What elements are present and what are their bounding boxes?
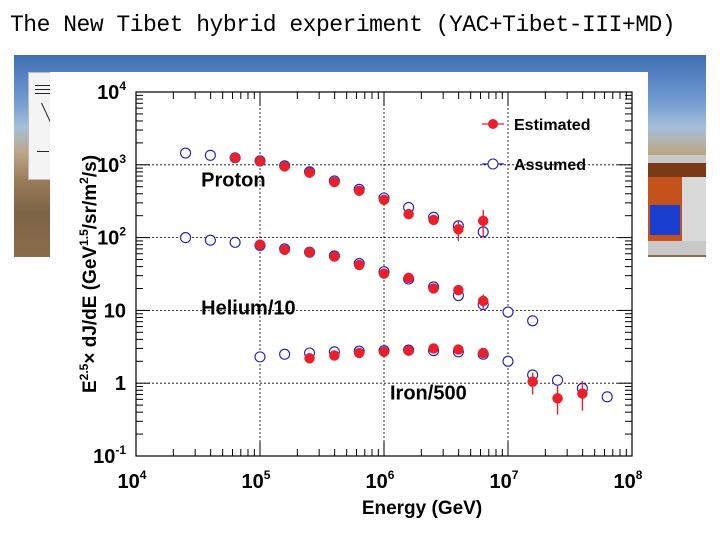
y-tick-label: 10 <box>104 300 126 322</box>
estimated-point <box>304 167 315 178</box>
x-axis-title: Energy (GeV) <box>362 498 482 519</box>
estimated-point <box>353 347 365 359</box>
component-label: Iron/500 <box>390 382 467 404</box>
y-tick-label: 104 <box>97 79 126 104</box>
estimated-point <box>304 246 315 258</box>
chart: 104 105 106 107 108 10-1 1 10 102 103 104 Energy (G… <box>77 79 643 519</box>
estimated-point <box>279 244 290 256</box>
estimated-point <box>353 185 365 197</box>
x-tick-label: 104 <box>118 468 147 493</box>
estimated-point <box>403 208 414 220</box>
assumed-point <box>204 234 216 246</box>
estimated-point <box>403 272 414 284</box>
estimated-point <box>477 295 489 307</box>
component-label: Proton <box>201 169 265 191</box>
estimated-point <box>477 347 489 359</box>
estimated-point <box>329 350 340 361</box>
y-tick-label: 103 <box>97 152 126 177</box>
y-axis-title: E2.5× dJ/dE (GeV1.5/sr/m2/s) <box>77 155 101 393</box>
y-tick-label: 102 <box>97 225 126 250</box>
estimated-point <box>229 152 241 163</box>
x-tick-label: 107 <box>490 468 519 493</box>
estimated-point <box>353 259 365 271</box>
assumed-point <box>502 306 514 318</box>
assumed-point <box>229 236 241 248</box>
estimated-point <box>477 215 489 227</box>
legend-label-assumed: Assumed <box>514 157 586 174</box>
x-tick-label: 105 <box>242 468 271 493</box>
assumed-point <box>601 391 613 403</box>
estimated-point <box>428 343 439 354</box>
assumed-point <box>502 355 514 367</box>
assumed-point <box>180 147 192 159</box>
x-tick-label: 108 <box>614 468 643 493</box>
estimated-point <box>329 176 340 188</box>
estimated-point <box>378 346 390 358</box>
estimated-point <box>279 161 290 172</box>
estimated-point <box>428 214 439 226</box>
slide-title: The New Tibet hybrid experiment (YAC+Tib… <box>10 12 676 38</box>
legend-marker-estimated <box>488 119 498 129</box>
assumed-point <box>204 149 216 161</box>
estimated-point <box>254 239 266 250</box>
plot-panel: 104 105 106 107 108 10-1 1 10 102 103 104 Energy (G… <box>50 72 648 524</box>
estimated-point <box>403 345 414 356</box>
assumed-point <box>254 351 266 363</box>
estimated-point <box>378 268 390 279</box>
estimated-point <box>453 224 464 235</box>
assumed-point <box>527 315 539 327</box>
y-tick-label: 10-1 <box>93 443 126 468</box>
estimated-point <box>577 388 588 399</box>
estimated-point <box>453 344 464 355</box>
legend-label-estimated: Estimated <box>514 117 590 134</box>
inset-detector-diagram <box>648 155 706 255</box>
assumed-point <box>279 348 291 360</box>
legend-marker-assumed <box>487 158 499 170</box>
estimated-point <box>552 393 563 404</box>
estimated-point <box>329 251 340 262</box>
assumed-point <box>552 374 564 386</box>
estimated-point <box>378 194 390 206</box>
estimated-point <box>527 376 538 387</box>
assumed-point <box>180 232 192 244</box>
estimated-point <box>428 283 439 294</box>
component-label: Helium/10 <box>201 297 295 319</box>
estimated-point <box>254 155 266 167</box>
estimated-point <box>453 284 464 296</box>
x-tick-label: 106 <box>366 468 395 493</box>
y-tick-label: 1 <box>115 373 126 395</box>
estimated-point <box>304 353 315 364</box>
